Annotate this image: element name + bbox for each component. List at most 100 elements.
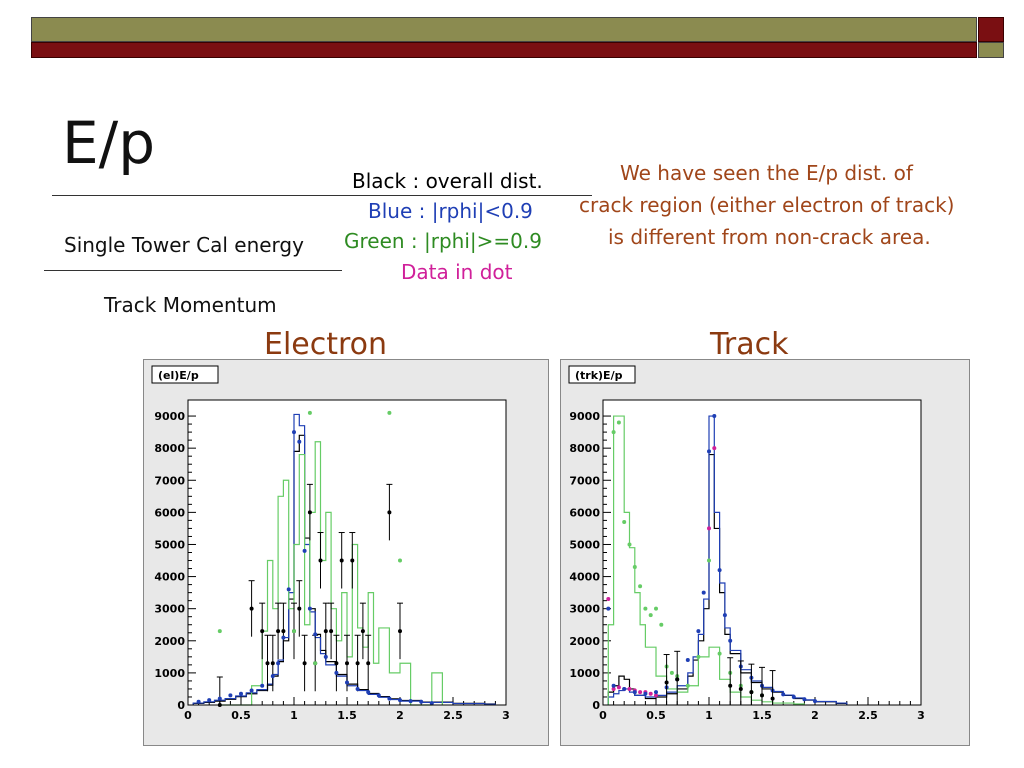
data-point (627, 542, 632, 547)
x-tick-label: 2 (811, 709, 819, 722)
track-plot-panel: (trk)E/p 0 1000 2000 3000 4000 5000 6000 7000 800… (560, 359, 970, 746)
track-plot: (trk)E/p 0 1000 2000 3000 4000 5000 6000 7000 800… (568, 365, 925, 722)
y-tick-label: 0 (592, 699, 600, 712)
data-point (638, 584, 643, 589)
legend-blue: Blue : |rphi|<0.9 (368, 199, 533, 223)
slide-title: E/p (62, 109, 156, 177)
data-point (622, 520, 627, 524)
data-point (696, 629, 701, 634)
y-tick-label: 1000 (569, 667, 600, 680)
note-line-3: is different from non-crack area. (608, 225, 931, 249)
data-point (398, 558, 402, 563)
hist-series-2 (219, 441, 443, 706)
data-point (270, 674, 275, 679)
y-tick-label: 7000 (154, 474, 185, 487)
data-point (297, 606, 302, 611)
note-line-2: crack region (either electron of track) (579, 193, 955, 217)
electron-heading: Electron (264, 327, 388, 362)
data-point (387, 696, 392, 701)
data-point (616, 420, 621, 425)
y-tick-label: 9000 (569, 410, 600, 423)
data-point (276, 629, 281, 634)
data-point (654, 693, 658, 698)
y-tick-label: 6000 (154, 506, 185, 519)
data-point (622, 686, 627, 691)
data-point (616, 685, 621, 690)
data-point (313, 661, 318, 666)
y-tick-label: 5000 (569, 538, 600, 551)
data-point (648, 691, 653, 696)
data-point (685, 658, 690, 663)
data-point (398, 698, 402, 703)
x-tick-label: 1 (290, 709, 298, 722)
data-point (292, 629, 296, 634)
data-point (260, 683, 265, 688)
data-point (270, 661, 275, 666)
x-tick-label: 1.5 (752, 709, 772, 722)
data-point (196, 699, 201, 704)
y-tick-label: 6000 (569, 506, 600, 519)
data-point (707, 558, 711, 563)
data-point (643, 691, 648, 696)
data-point (707, 449, 711, 454)
data-point (265, 661, 270, 666)
data-point (712, 446, 717, 451)
data-point (611, 686, 616, 691)
plot-area (602, 399, 922, 706)
data-point (654, 690, 658, 695)
data-point (355, 661, 360, 666)
data-point (307, 410, 312, 415)
data-point (360, 629, 365, 634)
data-point (307, 606, 312, 611)
data-point (638, 690, 643, 695)
data-point (701, 590, 706, 595)
header-square-olive (978, 42, 1004, 58)
data-point (366, 690, 371, 695)
y-tick-label: 4000 (569, 571, 600, 584)
header-band-red (31, 42, 977, 58)
data-point (228, 693, 233, 698)
data-point (728, 683, 733, 688)
data-point (334, 661, 339, 666)
electron-plot: (el)E/p 0 1000 2000 3000 4000 5000 6000 7000 8000… (151, 365, 510, 722)
y-tick-label: 7000 (569, 474, 600, 487)
data-point (302, 548, 307, 553)
data-point (249, 606, 254, 611)
hist-series-1 (192, 413, 496, 705)
data-point (355, 686, 360, 691)
data-point (398, 629, 402, 634)
data-point (643, 606, 648, 611)
denominator-label: Track Momentum (104, 293, 277, 317)
data-point (813, 699, 817, 704)
data-point (627, 686, 632, 691)
data-point (323, 654, 328, 659)
data-point (770, 696, 775, 701)
y-tick-label: 9000 (154, 410, 185, 423)
data-point (419, 699, 424, 704)
data-point (387, 510, 392, 515)
y-tick-label: 2000 (154, 635, 185, 648)
data-point (292, 430, 296, 435)
y-tick-label: 0 (177, 699, 185, 712)
y-tick-label: 3000 (569, 603, 600, 616)
data-point (648, 613, 653, 618)
x-tick-label: 0 (184, 709, 192, 722)
data-point (611, 430, 616, 435)
data-point (659, 622, 664, 627)
data-point (802, 697, 807, 702)
data-point (728, 638, 733, 643)
data-point (760, 693, 764, 698)
x-tick-label: 2.5 (858, 709, 878, 722)
data-point (376, 693, 381, 698)
legend-black: Black : overall dist. (352, 169, 543, 193)
data-point (387, 410, 392, 415)
fraction-rule (44, 270, 342, 271)
data-point (606, 597, 611, 602)
data-point (249, 688, 254, 693)
data-point (345, 661, 349, 666)
numerator-label: Single Tower Cal energy (64, 233, 304, 257)
data-point (611, 683, 616, 688)
x-tick-label: 2.5 (443, 709, 463, 722)
data-point (738, 686, 743, 691)
title-rule (52, 195, 592, 196)
